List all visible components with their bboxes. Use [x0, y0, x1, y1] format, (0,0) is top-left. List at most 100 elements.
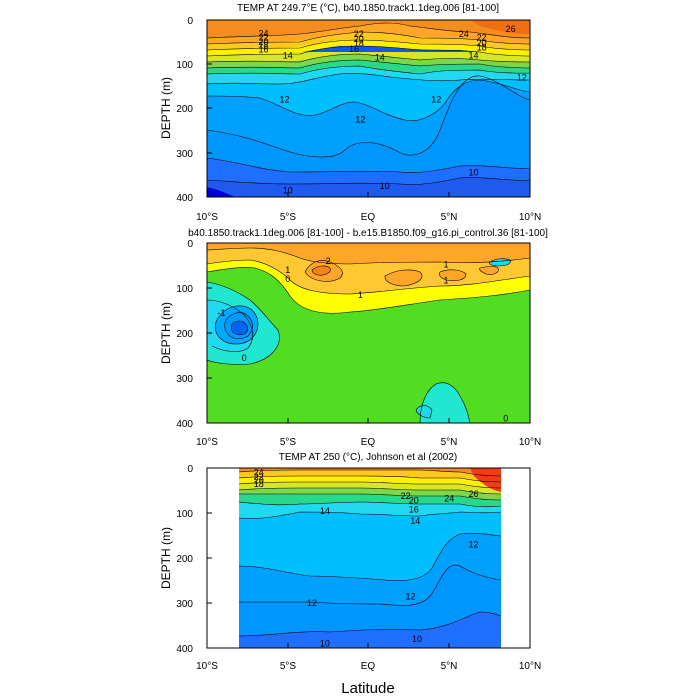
panel-1-contour-fill: [207, 20, 530, 197]
panel-2-x-tick: EQ: [361, 437, 376, 448]
panel-2-x-tick: 5°N: [441, 437, 458, 448]
contour-label: 1: [285, 265, 290, 275]
contour-label: 0: [242, 353, 247, 363]
panel-1-x-tick: 5°N: [441, 212, 458, 223]
contour-label: 14: [468, 50, 478, 60]
contour-label: 24: [459, 29, 469, 39]
contour-label: 10: [380, 181, 390, 191]
contour-label: 24: [258, 28, 268, 38]
panel-1-x-tick: 5°S: [280, 212, 297, 223]
panel-3-x-tick: 5°S: [280, 661, 297, 672]
contour-label: 20: [409, 495, 419, 505]
contour-label: 10: [283, 185, 293, 195]
contour-label: 22: [354, 29, 364, 39]
contour-label: 18: [477, 42, 487, 52]
panel-3-y-tick: 300: [176, 599, 193, 610]
panel-1-y-tick: 200: [176, 104, 193, 115]
contour-label: 12: [307, 598, 317, 608]
contour-label: 12: [431, 95, 441, 105]
contour-label: 22: [254, 472, 264, 482]
contour-label: 1: [443, 275, 448, 285]
panel-3-y-tick: 200: [176, 554, 193, 565]
panel-2-y-tick: 300: [176, 374, 193, 385]
contour-label: 0: [285, 274, 290, 284]
panel-3-title: TEMP AT 250 (°C), Johnson et al (2002): [279, 452, 458, 463]
contour-label: 1: [443, 260, 448, 270]
contour-label: 2: [326, 256, 331, 266]
panel-3-x-tick: 10°S: [196, 661, 218, 672]
panel-1-x-tick: EQ: [361, 212, 376, 223]
contour-label: 10: [320, 639, 330, 649]
contour-label: 12: [517, 73, 527, 83]
panel-1-y-label: DEPTH (m): [159, 77, 173, 139]
contour-label: 22: [401, 491, 411, 501]
contour-label: -1: [217, 308, 225, 318]
contour-label: 12: [355, 115, 365, 125]
contour-label: 18: [354, 39, 364, 49]
panel-1-x-axis: 10°S 5°S EQ 5°N 10°N: [196, 192, 541, 223]
contour-label: 20: [354, 34, 364, 44]
contour-label: 18: [254, 479, 264, 489]
panel-3-y-tick: 0: [187, 464, 193, 475]
panel-1-y-tick: 300: [176, 149, 193, 160]
contour-label: 22: [477, 33, 487, 43]
panel-3-x-tick: 5°N: [441, 661, 458, 672]
panel-1-title: TEMP AT 249.7°E (°C), b40.1850.track1.1d…: [237, 3, 499, 14]
panel-3-y-tick: 100: [176, 509, 193, 520]
contour-label: 14: [320, 506, 330, 516]
panel-3-contour-lines: [239, 469, 501, 637]
panel-2-contour-fill: [207, 243, 530, 423]
panel-2-y-axis: 0 100 200 300 400 DEPTH (m): [159, 239, 212, 430]
x-axis-title: Latitude: [341, 680, 394, 697]
panel-2-y-tick: 100: [176, 284, 193, 295]
panel-3-contour-fill: [239, 468, 501, 648]
panel-3: TEMP AT 250 (°C), Johnson et al (2002): [159, 452, 541, 672]
panel-2-x-tick: 10°S: [196, 437, 218, 448]
panel-2-y-tick: 0: [187, 239, 193, 250]
panel-2-x-tick: 10°N: [519, 437, 541, 448]
contour-label: 16: [409, 504, 419, 514]
panel-2-contour-lines: [207, 247, 530, 423]
panel-2: b40.1850.track1.1deg.006 [81-100] - b.e1…: [159, 228, 548, 448]
panel-2-x-axis: 10°S 5°S EQ 5°N 10°N: [196, 418, 541, 448]
contour-label: 10: [412, 634, 422, 644]
contour-label: 10: [468, 168, 478, 178]
panel-1-x-tick: 10°N: [519, 212, 541, 223]
panel-3-y-label: DEPTH (m): [159, 527, 173, 589]
panel-2-title: b40.1850.track1.1deg.006 [81-100] - b.e1…: [188, 228, 548, 239]
contour-label: 20: [258, 37, 268, 47]
panel-3-x-tick: 10°N: [519, 661, 541, 672]
contour-label: 26: [468, 489, 478, 499]
contour-label: 16: [349, 44, 359, 54]
panel-1: TEMP AT 249.7°E (°C), b40.1850.track1.1d…: [159, 3, 541, 223]
panel-1-contour-lines: [207, 22, 530, 185]
panel-3-y-axis: 0 100 200 300 400 DEPTH (m): [159, 464, 212, 655]
panel-1-x-tick: 10°S: [196, 212, 218, 223]
panel-1-y-tick: 400: [176, 193, 193, 204]
contour-label: 14: [375, 53, 385, 63]
contour-label: 16: [258, 45, 268, 55]
panel-1-y-tick: 100: [176, 60, 193, 71]
panel-3-x-tick: EQ: [361, 661, 376, 672]
panel-1-y-tick: 0: [187, 16, 193, 27]
panel-3-x-axis: 10°S 5°S EQ 5°N 10°N: [196, 643, 541, 672]
contour-label: 26: [506, 24, 516, 34]
contour-label: 0: [503, 414, 508, 424]
contour-label: 20: [477, 38, 487, 48]
contour-label: 1: [358, 290, 363, 300]
contour-label: 20: [254, 476, 264, 486]
contour-label: 12: [405, 591, 415, 601]
contour-label: 12: [468, 540, 478, 550]
contour-label: 14: [283, 50, 293, 60]
panel-2-x-tick: 5°S: [280, 437, 297, 448]
contour-label: 24: [254, 468, 264, 478]
contour-label: 12: [279, 95, 289, 105]
panel-2-y-tick: 200: [176, 329, 193, 340]
contour-label: 24: [444, 494, 454, 504]
panel-1-y-axis: 0 100 200 300 400 DEPTH (m): [159, 16, 212, 204]
contour-label: 18: [258, 41, 268, 51]
